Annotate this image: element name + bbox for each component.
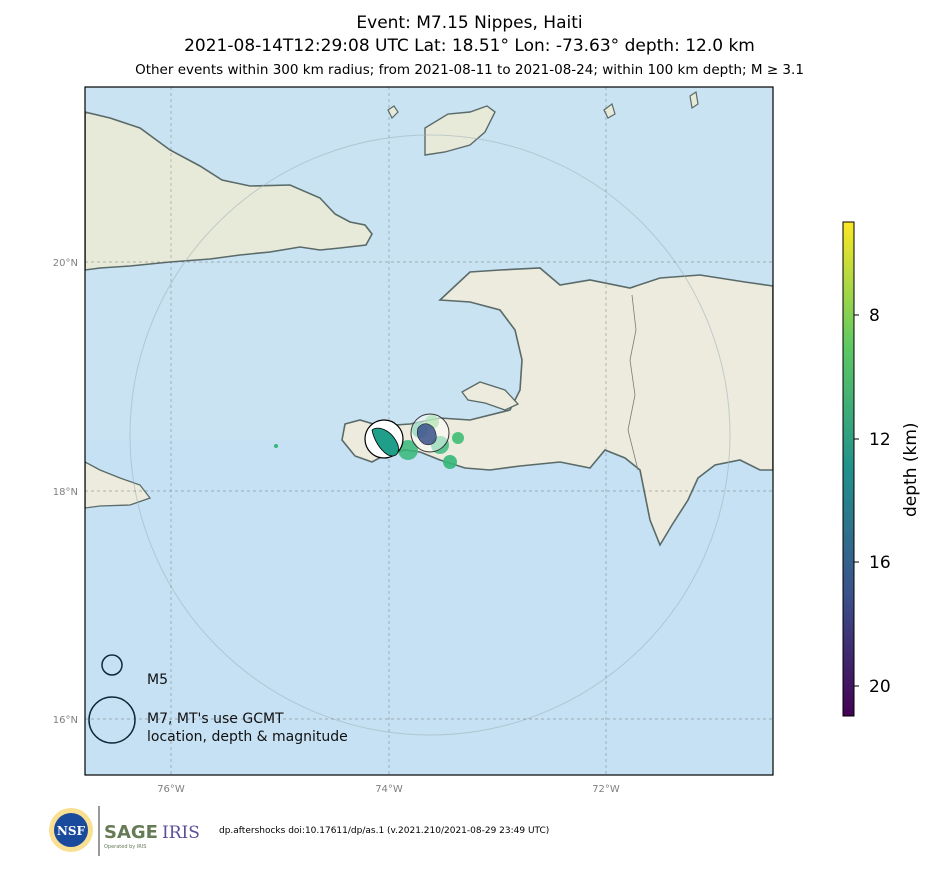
inagua-island [424, 105, 496, 156]
legend-m5-label: M5 [147, 672, 168, 688]
legend-m5-circle [101, 654, 123, 676]
lat-tick-label: 16°N [53, 715, 78, 726]
legend-m7-label-2: location, depth & magnitude [147, 729, 348, 745]
svg-text:NSF: NSF [57, 824, 86, 838]
colorbar-tick-label: 12 [869, 430, 891, 450]
secondary-beachball [410, 413, 450, 453]
svg-text:Operated by IRIS: Operated by IRIS [104, 844, 146, 850]
mainshock-beachball [364, 419, 404, 459]
lon-tick-label: 72°W [592, 784, 620, 795]
legend-m7-circle [88, 696, 136, 744]
hispaniola-landmass [341, 267, 773, 547]
lon-tick-label: 74°W [375, 784, 403, 795]
nsf-logo: NSF [49, 808, 93, 852]
aftershock-marker [452, 432, 464, 444]
footer-citation: dp.aftershocks doi:10.17611/dp/as.1 (v.2… [219, 826, 549, 836]
sage-iris-logo: SAGE IRIS Operated by IRIS [104, 822, 200, 850]
colorbar-label: depth (km) [901, 421, 921, 517]
aftershock-marker [443, 455, 457, 469]
lon-tick-label: 76°W [157, 784, 185, 795]
lat-tick-label: 20°N [53, 258, 78, 269]
colorbar-tick-label: 8 [869, 306, 880, 326]
bahamas-islets [387, 90, 699, 120]
map-frame [84, 86, 774, 776]
colorbar [842, 221, 855, 717]
colorbar-tick-label: 16 [869, 553, 891, 573]
radius-circle [129, 134, 731, 736]
map-area [85, 87, 773, 775]
haiti-dr-border [627, 294, 639, 471]
svg-text:IRIS: IRIS [162, 823, 200, 843]
aftershock-marker [274, 444, 278, 448]
legend-m7-label: M7, MT's use GCMT [147, 711, 284, 727]
search-criteria: Other events within 300 km radius; from … [135, 62, 804, 78]
svg-text:SAGE: SAGE [104, 822, 158, 843]
lat-tick-label: 18°N [53, 487, 78, 498]
aftershock-marker [398, 440, 418, 460]
event-details: 2021-08-14T12:29:08 UTC Lat: 18.51° Lon:… [184, 36, 755, 56]
map-title: Event: M7.15 Nippes, Haiti [356, 13, 583, 33]
colorbar-tick-label: 20 [869, 677, 891, 697]
gonave-island [461, 381, 520, 411]
jamaica-landmass [85, 461, 152, 509]
